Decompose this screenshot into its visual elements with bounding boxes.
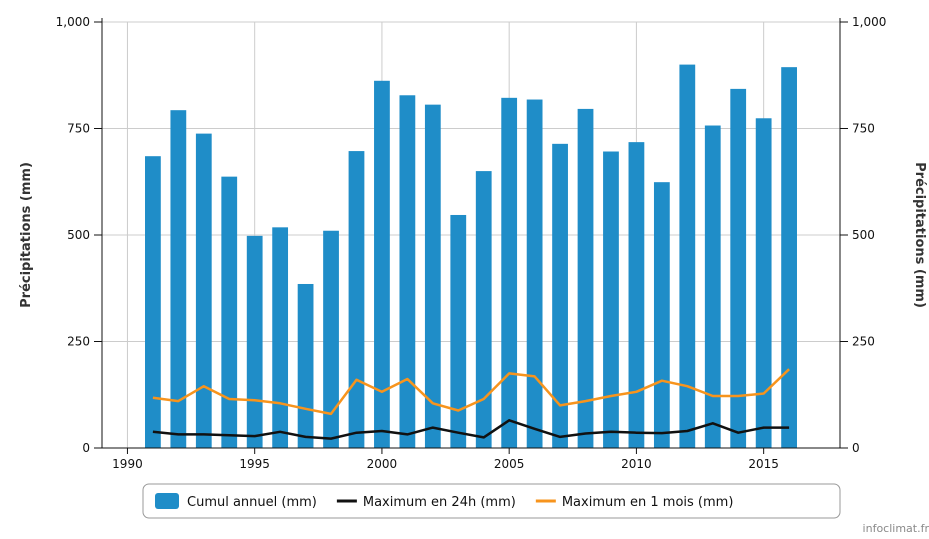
y-tick-label-left: 0	[82, 441, 90, 455]
bar-cumul-annuel[interactable]	[424, 104, 441, 449]
y-tick-label-left: 500	[67, 228, 90, 242]
y-tick-label-right: 0	[852, 441, 860, 455]
bar-cumul-annuel[interactable]	[526, 99, 543, 449]
line-layer	[152, 368, 790, 440]
legend[interactable]: Cumul annuel (mm) Maximum en 24h (mm) Maxi…	[142, 483, 841, 519]
bar-cumul-annuel[interactable]	[145, 156, 161, 448]
bar-cumul-annuel[interactable]	[653, 182, 670, 448]
axis-layer: 0 0 250 250 500 500 750 750 1,000 1,000 1990 1995 20…	[56, 15, 887, 471]
y-tick-label-left: 250	[67, 335, 90, 349]
bar-cumul-annuel[interactable]	[501, 97, 518, 448]
y-tick-label-right: 1,000	[852, 15, 886, 29]
bar-cumul-annuel[interactable]	[246, 235, 263, 448]
legend-label: Maximum en 24h (mm)	[363, 495, 516, 510]
bar-cumul-annuel[interactable]	[297, 283, 314, 448]
bar-cumul-annuel[interactable]	[679, 64, 696, 448]
bar-cumul-annuel[interactable]	[603, 151, 619, 448]
bar-cumul-annuel[interactable]	[552, 143, 568, 448]
bar-cumul-annuel[interactable]	[450, 214, 467, 448]
line-maximum-1-mois[interactable]	[152, 368, 790, 416]
legend-box	[142, 483, 841, 519]
bar-cumul-annuel[interactable]	[323, 230, 339, 448]
y-tick-label-right: 250	[852, 335, 875, 349]
x-tick-label: 2005	[494, 457, 525, 471]
bar-cumul-annuel[interactable]	[730, 88, 747, 448]
bar-cumul-annuel[interactable]	[781, 67, 797, 448]
bar-cumul-annuel[interactable]	[348, 151, 365, 448]
bar-cumul-annuel[interactable]	[170, 110, 187, 448]
y-tick-label-right: 500	[852, 228, 875, 242]
bar-cumul-annuel[interactable]	[475, 171, 492, 448]
bar-cumul-annuel[interactable]	[577, 108, 594, 449]
bar-layer	[145, 64, 797, 449]
bar-cumul-annuel[interactable]	[704, 125, 721, 448]
y-tick-label-left: 750	[67, 122, 90, 136]
y-tick-label-left: 1,000	[56, 15, 90, 29]
x-tick-label: 2010	[621, 457, 652, 471]
bar-cumul-annuel[interactable]	[221, 176, 238, 448]
bar-cumul-annuel[interactable]	[374, 80, 390, 449]
bar-cumul-annuel[interactable]	[399, 95, 416, 448]
bar-cumul-annuel[interactable]	[272, 227, 289, 448]
y-tick-label-right: 750	[852, 122, 875, 136]
x-tick-label: 1990	[112, 457, 143, 471]
legend-swatch-bar	[155, 493, 179, 509]
legend-item[interactable]: Maximum en 24h (mm)	[336, 495, 516, 510]
legend-label: Cumul annuel (mm)	[187, 495, 317, 510]
legend-item[interactable]: Maximum en 1 mois (mm)	[535, 495, 734, 510]
legend-label: Maximum en 1 mois (mm)	[562, 495, 734, 510]
credit-text: infoclimat.fr	[863, 522, 929, 535]
bar-cumul-annuel[interactable]	[755, 118, 772, 448]
bar-cumul-annuel[interactable]	[628, 142, 645, 448]
x-tick-label: 1995	[239, 457, 270, 471]
legend-item[interactable]: Cumul annuel (mm)	[155, 493, 317, 510]
bar-cumul-annuel[interactable]	[195, 133, 212, 448]
y-axis-title-left: Précipitations (mm)	[19, 162, 34, 308]
x-tick-label: 2000	[367, 457, 398, 471]
y-axis-title-right: Précipitations (mm)	[912, 162, 927, 308]
x-tick-label: 2015	[748, 457, 779, 471]
line-maximum-24h[interactable]	[152, 419, 790, 440]
